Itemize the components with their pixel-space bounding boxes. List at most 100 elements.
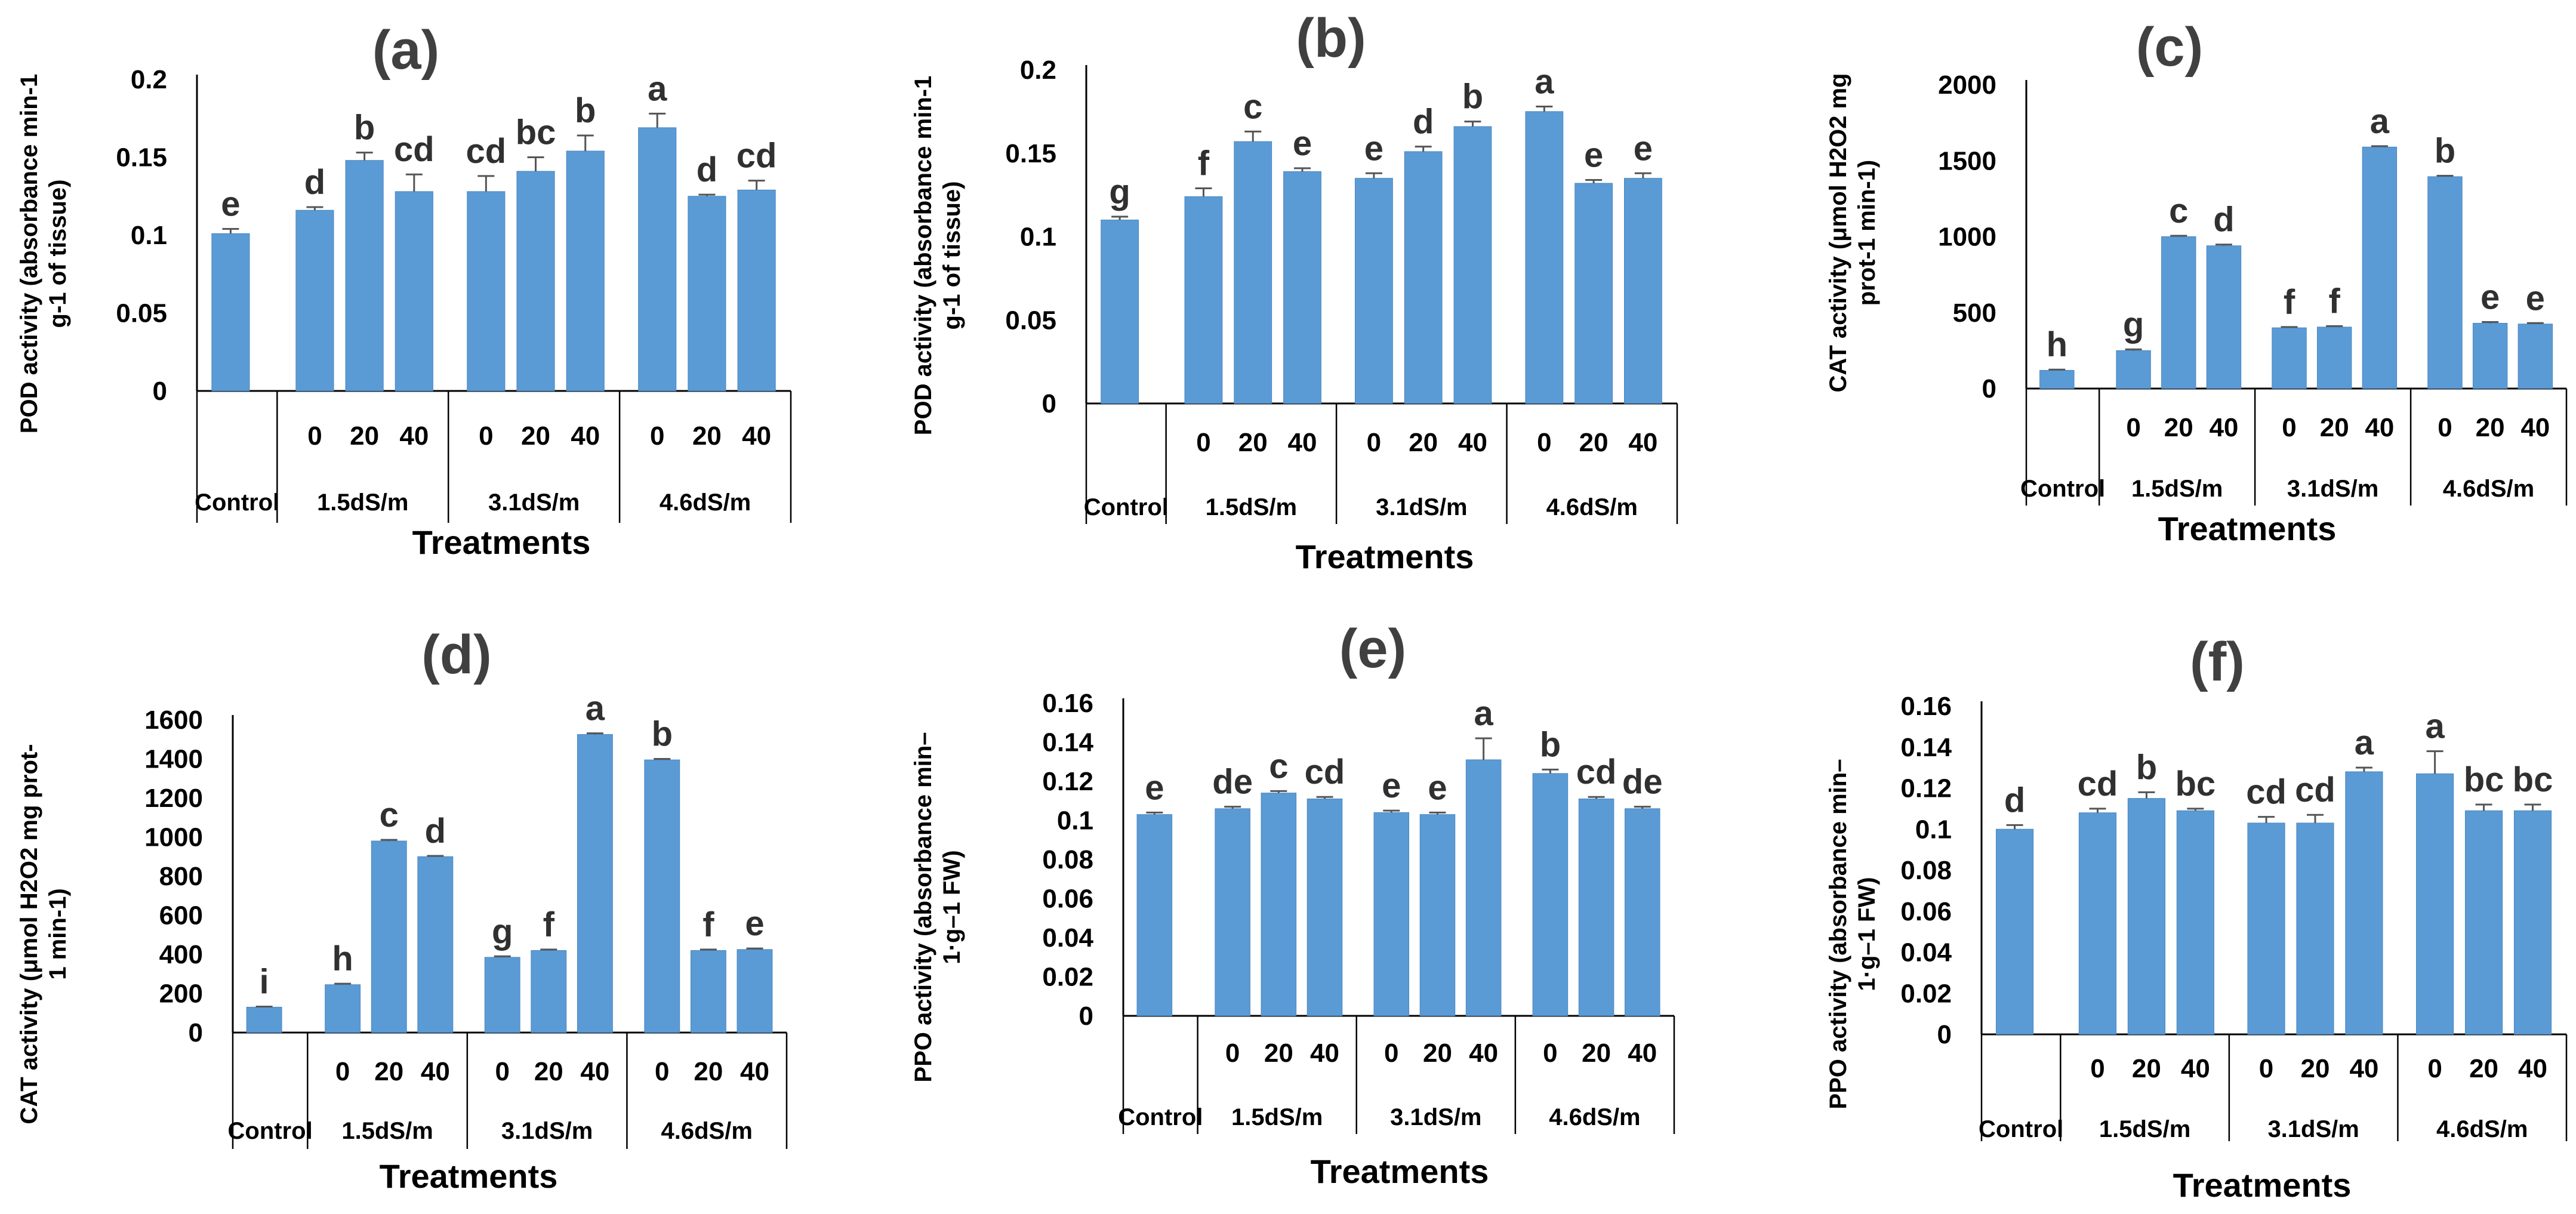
y-tick-label: 0.2 bbox=[1020, 56, 1056, 85]
error-bar bbox=[1634, 172, 1651, 178]
significance-letter: cd bbox=[1305, 753, 1345, 791]
significance-letter: bc bbox=[2176, 765, 2216, 803]
x-group-label: Control bbox=[1979, 1116, 2063, 1142]
y-axis-label: CAT activity (μmol H2O2 mg prot- 1 min-1) bbox=[16, 744, 71, 1124]
y-tick-label: 0.08 bbox=[1900, 856, 1952, 885]
significance-letter: e bbox=[1364, 129, 1383, 168]
y-tick-label: 0.16 bbox=[1900, 692, 1952, 721]
bar bbox=[566, 150, 605, 392]
x-sub-label: 20 bbox=[350, 421, 379, 451]
y-tick-label: 1200 bbox=[144, 784, 203, 813]
error-bar bbox=[577, 134, 594, 152]
y-tick-label: 0.05 bbox=[116, 299, 167, 328]
x-sub-label: 40 bbox=[571, 421, 600, 451]
significance-letter: a bbox=[586, 689, 605, 728]
bar bbox=[2518, 323, 2553, 389]
error-bar bbox=[2371, 145, 2388, 147]
x-sub-label: 40 bbox=[1628, 428, 1657, 457]
bar bbox=[1624, 808, 1660, 1016]
significance-letter: d bbox=[425, 812, 446, 851]
error-bar bbox=[2215, 244, 2232, 246]
bar bbox=[2078, 812, 2117, 1035]
x-group-label: Control bbox=[195, 489, 279, 516]
significance-letter: b bbox=[2435, 131, 2455, 170]
y-tick-label: 400 bbox=[159, 940, 203, 969]
bar bbox=[2464, 810, 2503, 1035]
y-tick-label: 0.04 bbox=[1900, 938, 1952, 967]
significance-letter: b bbox=[354, 109, 375, 147]
x-sub-label: 40 bbox=[421, 1057, 450, 1086]
y-tick-label: 500 bbox=[1953, 298, 1996, 328]
significance-letter: e bbox=[2481, 278, 2500, 317]
chart-title: (c) bbox=[2136, 17, 2203, 78]
x-sub-label: 0 bbox=[655, 1057, 669, 1086]
significance-letter: de bbox=[1212, 763, 1253, 802]
x-sub-label: 20 bbox=[534, 1057, 563, 1086]
bar bbox=[2296, 822, 2334, 1035]
x-group-label: 4.6dS/m bbox=[2436, 1116, 2528, 1142]
y-tick-label: 0 bbox=[189, 1018, 203, 1047]
chart-b: (b) 0.2 0.15 0.1 0.05 0 POD activity (absorban… bbox=[910, 8, 1678, 575]
significance-letter: d bbox=[2004, 781, 2025, 819]
significance-letter: a bbox=[2355, 723, 2374, 762]
significance-letter: e bbox=[221, 185, 240, 224]
error-bar bbox=[1146, 811, 1163, 815]
bar bbox=[2176, 810, 2214, 1035]
error-bar bbox=[2306, 814, 2324, 823]
significance-letter: e bbox=[1145, 768, 1164, 807]
x-group-label: 3.1dS/m bbox=[2267, 1116, 2359, 1142]
significance-letter: a bbox=[1534, 62, 1554, 101]
y-tick-label: 1400 bbox=[144, 745, 203, 774]
significance-letter: d bbox=[2213, 201, 2234, 239]
bar bbox=[2427, 176, 2463, 389]
error-bar bbox=[2526, 322, 2544, 324]
x-group-label: 1.5dS/m bbox=[1231, 1104, 1323, 1130]
error-bar bbox=[1542, 768, 1559, 774]
error-bar bbox=[1464, 121, 1481, 127]
significance-letter: e bbox=[1634, 129, 1653, 168]
significance-letter: b bbox=[1540, 725, 1561, 764]
error-bar bbox=[2187, 808, 2204, 811]
x-sub-label: 40 bbox=[1469, 1039, 1498, 1068]
significance-letter: g bbox=[2123, 305, 2144, 344]
error-bar bbox=[2089, 808, 2106, 813]
bar bbox=[1624, 178, 1662, 404]
significance-letter: b bbox=[1462, 78, 1483, 116]
bar bbox=[246, 1006, 282, 1033]
bar bbox=[1354, 178, 1393, 404]
x-group-label: Control bbox=[228, 1118, 313, 1144]
x-axis-title: Treatments bbox=[1311, 1153, 1489, 1190]
chart-f: (f) 0.16 0.14 0.12 0.1 0.08 0.06 0.04 0.02 0 PPO a… bbox=[1825, 631, 2568, 1204]
significance-letter: e bbox=[1293, 124, 1312, 163]
x-group-label: 4.6dS/m bbox=[661, 1118, 753, 1144]
y-axis-label: POD activity (absorbance min-1 g-1 of tis… bbox=[910, 76, 965, 435]
x-sub-label: 40 bbox=[580, 1057, 609, 1086]
bar bbox=[484, 957, 520, 1033]
y-tick-label: 0.14 bbox=[1042, 728, 1093, 757]
error-bar bbox=[2355, 766, 2372, 772]
significance-letter: cd bbox=[2078, 765, 2118, 803]
x-sub-label: 0 bbox=[2282, 413, 2296, 442]
significance-letter: a bbox=[648, 69, 667, 108]
error-bar bbox=[2006, 824, 2023, 830]
bar bbox=[1136, 814, 1173, 1016]
error-bar bbox=[2482, 321, 2499, 323]
x-sub-label: 20 bbox=[2476, 413, 2505, 442]
error-bar bbox=[2170, 235, 2187, 237]
bar bbox=[2316, 326, 2352, 389]
y-tick-label: 0.14 bbox=[1900, 733, 1952, 762]
significance-letter: h bbox=[2047, 325, 2067, 364]
significance-letter: f bbox=[543, 905, 555, 944]
error-bar bbox=[654, 758, 671, 760]
bar bbox=[516, 171, 555, 392]
significance-letter: d bbox=[1413, 103, 1434, 141]
significance-letter: cd bbox=[466, 132, 506, 171]
x-sub-label: 40 bbox=[740, 1057, 769, 1086]
significance-letter: g bbox=[492, 912, 513, 951]
x-sub-label: 0 bbox=[1367, 428, 1381, 457]
x-sub-label: 40 bbox=[1310, 1039, 1339, 1068]
significance-letter: c bbox=[380, 796, 399, 834]
x-sub-label: 20 bbox=[1423, 1039, 1452, 1068]
